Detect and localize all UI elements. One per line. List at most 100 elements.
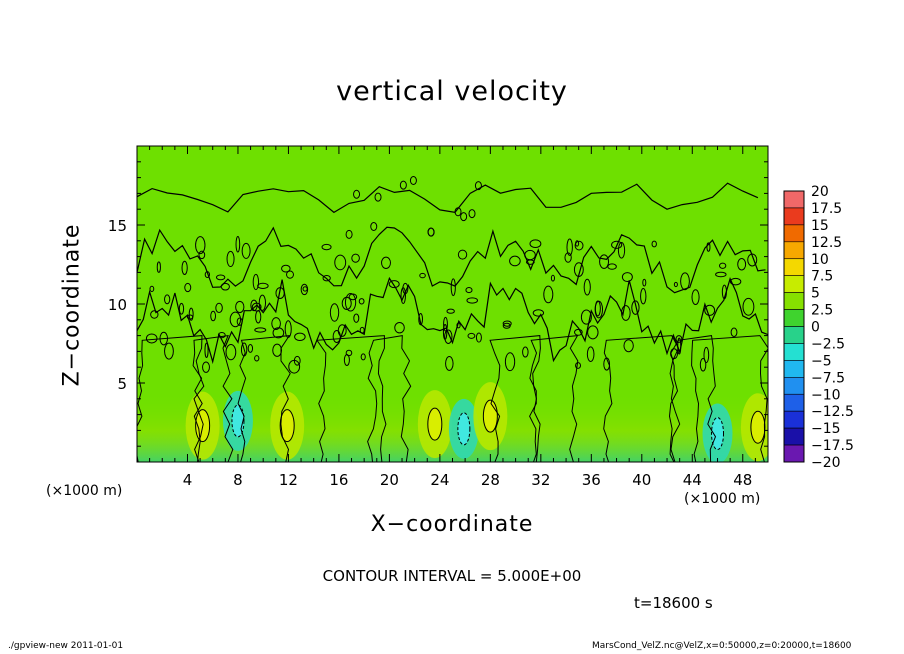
colorbar-label: 10 [811,252,829,268]
contour-island [150,310,159,319]
contour-plume [603,335,681,462]
contour-island [184,282,192,293]
colorbar-box [783,427,805,446]
colorbar-label: 15 [811,218,829,234]
x-tick-label: 8 [233,471,243,489]
contour-island [272,327,285,339]
contour-island [445,356,454,371]
colorbar-box [783,224,805,243]
contour-island [329,303,340,322]
contour-island [288,359,301,374]
updraft-cell-core [427,407,443,441]
contour-island [302,286,308,292]
contour-island [550,274,555,282]
contour-island [467,332,476,339]
x-tick-label: 12 [279,471,298,489]
contour-island [446,308,455,314]
contour-island [388,280,400,289]
contour-island [215,274,226,281]
x-tick-label: 32 [531,471,550,489]
contour-island [730,327,738,338]
contour-island [210,310,217,322]
contour-line-upper [137,182,759,214]
colorbar-label: −12.5 [811,404,854,420]
contour-island [247,344,254,353]
contour-island [419,272,426,279]
contour-island [229,311,242,328]
contour-island [444,329,453,345]
chart-title: vertical velocity [336,76,568,107]
contour-island [235,235,241,253]
contour-island [272,343,283,357]
contour-island [673,281,678,288]
contour-island [621,272,633,283]
contour-island [747,253,758,267]
contour-island [580,309,592,325]
contour-island [525,259,535,265]
contour-island [294,332,306,341]
x-tick-label: 24 [430,471,449,489]
contour-island [460,212,468,222]
contour-island [631,300,640,315]
colorbar-box [783,190,805,209]
contour-island [737,257,747,271]
contour-island [202,361,210,373]
contour-island [522,346,529,358]
contour-island [195,236,206,255]
y-tick-label: 10 [108,296,127,314]
contour-island [164,342,174,360]
contour-island [617,242,626,259]
colorbar-box [783,292,805,310]
contour-island [334,254,347,271]
x-tick-label: 36 [582,471,601,489]
contour-island [574,240,584,251]
contour-island [322,274,331,282]
contour-island [217,332,226,339]
x-unit-label-right: (×1000 m) [684,491,761,507]
contour-island [337,324,347,337]
contour-island [457,249,468,260]
contour-plume [668,335,717,462]
contour-island [164,294,171,305]
contour-plume [529,335,579,462]
contour-plume [192,334,234,462]
contour-island [642,278,647,287]
colorbar-label: 0 [811,320,820,336]
colorbar-box [783,241,805,260]
contour-island [358,298,365,305]
contour-island [691,289,700,305]
contour-interval-text: CONTOUR INTERVAL = 5.000E+00 [322,567,582,585]
contour-island [251,302,262,312]
field-layer [137,176,768,462]
contour-island [149,285,155,293]
x-tick-label: 20 [380,471,399,489]
contour-island [706,242,711,252]
contour-island [621,305,631,321]
contour-island [321,243,332,251]
contour-island [543,285,554,304]
contour-island [742,297,755,316]
contour-island [235,300,245,314]
contour-island [715,271,727,278]
colorbar-box [783,360,805,378]
contour-island [381,256,391,269]
colorbar-label: 20 [811,184,829,200]
contour-island [353,313,360,323]
contour-island [359,326,365,334]
contour-island [145,333,158,344]
colorbar-label: 5 [811,286,820,302]
y-tick-label: 5 [117,375,127,393]
contour-island [509,255,521,267]
contour-island [394,321,405,334]
updraft-cell-core [279,409,295,443]
contour-island [719,262,727,269]
colorbar-label: −5 [811,353,832,369]
contour-island [587,325,599,340]
colorbar-box [783,377,805,395]
contour-island [257,282,269,289]
colorbar-label: −17.5 [811,438,854,454]
colorbar-label: −20 [811,455,841,471]
updraft-cell-core [750,410,766,444]
contour-island [703,346,710,364]
